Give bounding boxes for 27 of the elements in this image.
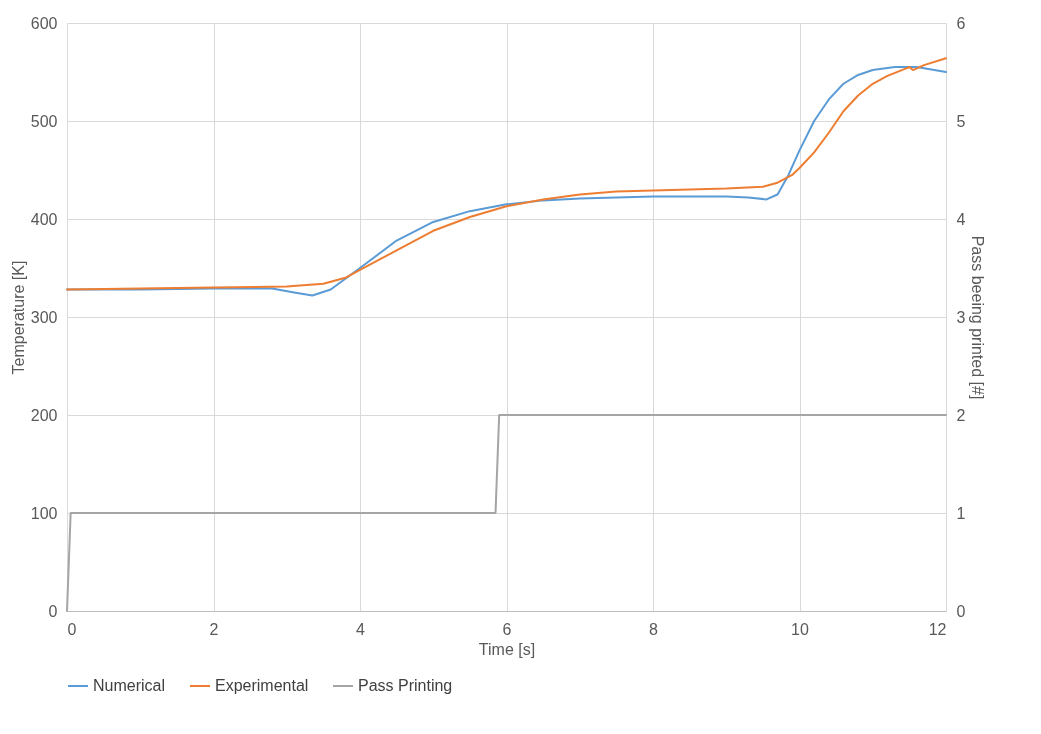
x-tick-label: 8	[649, 620, 659, 638]
x-tick-label: 4	[356, 620, 366, 638]
y-axis-title: Temperature [K]	[9, 260, 27, 375]
legend-label: Pass Printing	[358, 677, 453, 694]
y2-tick-label: 3	[956, 308, 966, 326]
y2-tick-label: 5	[956, 112, 966, 130]
y-tick-label: 600	[30, 14, 58, 32]
y2-tick-label: 2	[956, 406, 966, 424]
y2-tick-label: 1	[956, 504, 966, 522]
x-tick-label: 2	[209, 620, 219, 638]
y-tick-label: 300	[30, 308, 58, 326]
y2-axis-title: Pass beeing printed [#]	[969, 235, 987, 400]
x-tick-label: 10	[791, 620, 809, 638]
legend-label: Experimental	[215, 677, 309, 694]
x-tick-label: 6	[502, 620, 512, 638]
y-tick-label: 500	[30, 112, 58, 130]
x-axis-title: Time [s]	[478, 640, 536, 658]
y2-tick-label: 4	[956, 210, 966, 228]
y-tick-label: 0	[48, 602, 58, 620]
y-tick-label: 400	[30, 210, 58, 228]
y2-tick-label: 0	[956, 602, 966, 620]
x-tick-label: 0	[67, 620, 77, 638]
y-tick-label: 200	[30, 406, 58, 424]
y-tick-label: 100	[30, 504, 58, 522]
x-tick-label: 12	[928, 620, 947, 638]
y2-tick-label: 6	[956, 14, 966, 32]
legend-label: Numerical	[93, 677, 166, 694]
